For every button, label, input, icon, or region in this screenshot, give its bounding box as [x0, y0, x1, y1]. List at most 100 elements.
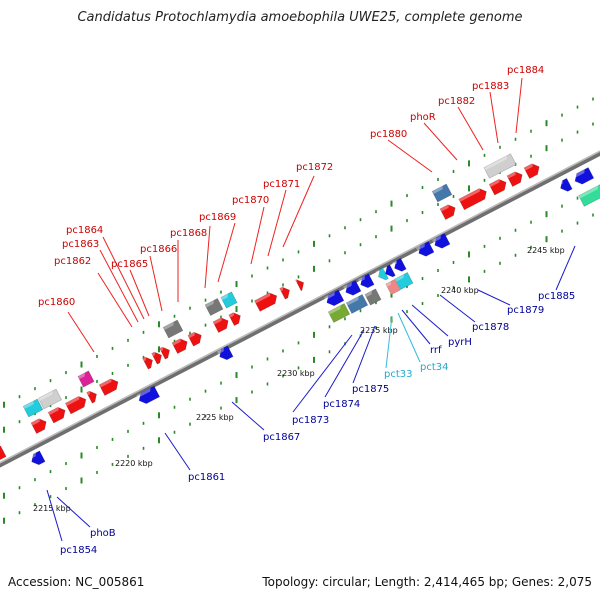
kbp-labels: 2215 kbp 2220 kbp 2225 kbp 2230 kbp 2235…: [33, 246, 565, 513]
gene-glyph: [254, 292, 278, 312]
leader-line: [267, 189, 287, 257]
leader-lines-forward: [67, 77, 523, 353]
leader-line: [149, 255, 163, 312]
gene-glyph: [142, 356, 153, 370]
gene-label-pyrH: pyrH: [448, 337, 472, 348]
gene-label-pc1878: pc1878: [472, 322, 509, 333]
gene-label-pc1870: pc1870: [232, 195, 269, 206]
rna-glyph: [22, 398, 44, 418]
gene-label-pc1879: pc1879: [507, 305, 544, 316]
leader-line: [324, 329, 365, 398]
leader-line: [397, 312, 421, 363]
leader-line: [282, 175, 315, 248]
kbp-label: 2235 kbp: [360, 326, 398, 335]
gene-glyph: [295, 279, 305, 292]
leader-line: [352, 325, 376, 384]
gene-glyph: [345, 294, 369, 314]
gene-glyph: [98, 378, 119, 396]
gene-label-rrf: rrf: [430, 345, 442, 356]
gene-label-pc1865: pc1865: [111, 259, 148, 270]
gene-glyph: [159, 346, 170, 360]
gene-label-phoR: phoR: [410, 112, 436, 123]
leader-line: [385, 315, 393, 369]
leader-line: [515, 77, 523, 134]
gene-label-pc1883: pc1883: [472, 81, 509, 92]
gene-glyphs: [0, 153, 600, 466]
rna-glyph: [375, 267, 389, 281]
leader-line: [411, 304, 449, 337]
gene-label-pct33: pct33: [384, 369, 413, 380]
gene-label-pc1880: pc1880: [370, 129, 407, 140]
gene-glyph: [572, 167, 595, 185]
gene-glyph: [86, 390, 97, 404]
reverse-gene-labels: pc1854 phoB pc1861 pc1867 pc1873 pc1874 …: [60, 291, 575, 556]
gene-glyph: [171, 338, 188, 354]
gene-glyph: [228, 312, 241, 327]
gene-glyph: [357, 273, 375, 289]
gene-glyph: [30, 418, 47, 434]
gene-glyph: [416, 241, 435, 257]
leader-line: [489, 91, 499, 144]
genome-backbone: [0, 150, 600, 468]
gene-glyph: [77, 370, 95, 388]
gene-glyph: [364, 288, 382, 306]
gene-glyph: [279, 286, 290, 300]
leader-line: [67, 311, 95, 353]
gene-glyph: [506, 171, 523, 187]
kbp-label: 2220 kbp: [115, 459, 153, 468]
leader-line: [423, 122, 458, 161]
rna-glyph: [220, 291, 238, 309]
map-title: Candidatus Protochlamydia amoebophila UW…: [77, 10, 523, 25]
gene-label-pc1874: pc1874: [323, 399, 360, 410]
kbp-label: 2240 kbp: [441, 286, 479, 295]
tick-marks: [3, 97, 594, 524]
kbp-label: 2245 kbp: [527, 246, 565, 255]
gene-glyph: [324, 289, 345, 307]
kbp-label: 2215 kbp: [33, 504, 71, 513]
gene-glyph: [458, 188, 487, 211]
gene-label-pc1868: pc1868: [170, 228, 207, 239]
gene-glyph: [382, 264, 396, 278]
gene-label-pc1863: pc1863: [62, 239, 99, 250]
gene-glyph: [28, 450, 46, 466]
gene-label-pc1872: pc1872: [296, 162, 333, 173]
gene-glyph: [385, 278, 401, 296]
leader-line: [97, 272, 133, 328]
gene-glyph: [523, 163, 540, 179]
gene-label-pc1882: pc1882: [438, 96, 475, 107]
leader-line: [387, 139, 433, 173]
gene-glyph: [0, 445, 7, 461]
topology-text: Topology: circular; Length: 2,414,465 bp…: [262, 575, 592, 589]
leader-line: [217, 222, 236, 283]
leader-line: [46, 489, 63, 542]
gene-glyph: [439, 204, 456, 220]
gene-label-pc1869: pc1869: [199, 212, 236, 223]
gene-glyph: [212, 317, 229, 333]
gene-glyph: [391, 257, 407, 272]
rna-glyph: [394, 272, 414, 290]
accession-text: Accession: NC_005861: [8, 575, 145, 589]
gene-glyph: [37, 388, 63, 410]
leader-line: [204, 225, 211, 289]
gene-glyph: [483, 153, 517, 179]
leader-line: [457, 106, 484, 151]
gene-label-pc1866: pc1866: [140, 244, 177, 255]
forward-gene-labels: pc1860 pc1862 pc1863 pc1864 pc1865 pc186…: [38, 65, 544, 308]
leader-lines-reverse: [46, 245, 576, 542]
gene-label-pc1867: pc1867: [263, 432, 300, 443]
leader-line: [250, 206, 265, 265]
leader-line: [477, 289, 511, 306]
leader-line: [231, 401, 265, 431]
leader-line: [56, 496, 91, 528]
leader-lines-rna: [385, 312, 421, 369]
gene-label-pct34: pct34: [420, 362, 449, 373]
gene-glyph: [578, 183, 600, 207]
gene-glyph: [216, 345, 234, 361]
gene-glyph: [64, 395, 87, 415]
leader-line: [129, 269, 150, 317]
leader-line: [555, 245, 576, 291]
gene-label-pc1885: pc1885: [538, 291, 575, 302]
leader-line: [439, 294, 476, 323]
kbp-label: 2225 kbp: [196, 413, 234, 422]
